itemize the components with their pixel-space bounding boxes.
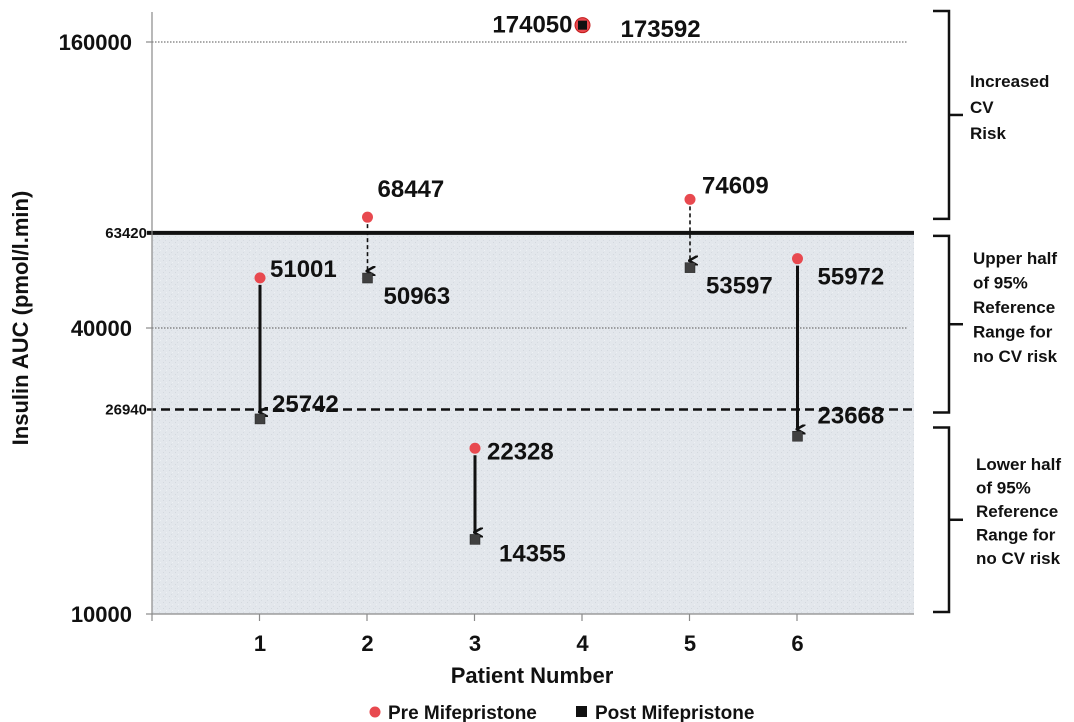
post-mifepristone-point (469, 534, 481, 545)
pre-mifepristone-point (254, 272, 266, 284)
region-label: CV (970, 98, 994, 117)
region-label: Upper half (973, 249, 1057, 268)
region-label: Lower half (976, 455, 1061, 474)
region-label: of 95% (976, 479, 1031, 498)
region-label: Range for (976, 526, 1056, 545)
pre-data-label: 51001 (270, 256, 337, 283)
x-tick-label: 4 (576, 631, 589, 656)
pre-data-label: 74609 (702, 172, 769, 199)
post-mifepristone-point (254, 413, 266, 425)
legend-marker-pre (369, 706, 381, 718)
pre-data-label: 22328 (487, 438, 554, 465)
post-data-label: 25742 (272, 391, 339, 418)
y-axis-title: Insulin AUC (pmol/l.min) (8, 191, 33, 446)
post-mifepristone-point (362, 272, 373, 284)
pre-data-label: 68447 (378, 176, 445, 203)
legend-marker-post (576, 706, 587, 717)
pre-mifepristone-point (792, 253, 803, 265)
post-mifepristone-point (792, 431, 803, 442)
post-mifepristone-point (684, 262, 696, 273)
region-label: Reference (973, 298, 1055, 317)
post-data-label: 50963 (384, 283, 451, 310)
y-tick-label: 160000 (59, 30, 132, 55)
region-label: Reference (976, 502, 1058, 521)
x-tick-label: 1 (254, 631, 266, 656)
post-data-label: 53597 (706, 273, 773, 300)
legend: Pre Mifepristone Post Mifepristone (369, 703, 754, 722)
post-mifepristone-point (578, 20, 587, 30)
region-label: Range for (973, 323, 1053, 342)
region-label: no CV risk (976, 549, 1061, 568)
x-tick-label: 5 (684, 631, 696, 656)
pre-mifepristone-point (469, 442, 481, 454)
post-data-label: 14355 (499, 540, 566, 567)
region-bracket (933, 9, 951, 221)
reference-line-label: 26940 (105, 402, 147, 419)
pre-data-label: 174050 (492, 12, 572, 39)
legend-label-pre: Pre Mifepristone (388, 703, 537, 722)
region-label: Risk (970, 124, 1006, 143)
region-bracket (933, 426, 951, 614)
reference-line-label: 63420 (105, 225, 147, 242)
post-data-label: 23668 (818, 402, 885, 429)
shaded-reference-band (152, 232, 914, 614)
y-tick-label: 40000 (71, 316, 132, 341)
legend-label-post: Post Mifepristone (595, 703, 754, 722)
x-tick-label: 3 (469, 631, 481, 656)
region-label: of 95% (973, 274, 1028, 293)
pre-mifepristone-point (684, 193, 696, 205)
region-label: no CV risk (973, 347, 1058, 366)
region-label: Increased (970, 72, 1049, 91)
pre-mifepristone-point (362, 211, 373, 223)
x-tick-label: 2 (361, 631, 373, 656)
post-data-label: 173592 (621, 16, 701, 43)
y-tick-label: 10000 (71, 602, 132, 627)
x-tick-label: 6 (791, 631, 803, 656)
region-bracket (933, 234, 951, 414)
x-axis-title: Patient Number (451, 663, 614, 688)
pre-data-label: 55972 (818, 264, 885, 291)
